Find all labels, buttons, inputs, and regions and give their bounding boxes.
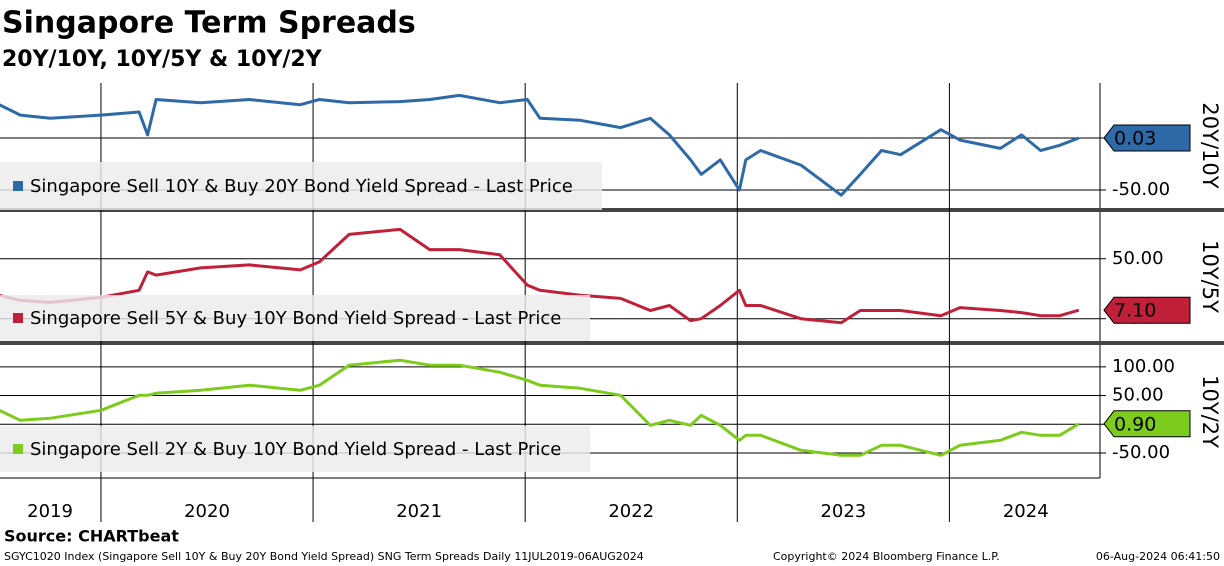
panel-separator xyxy=(0,208,1224,212)
legend-swatch xyxy=(13,313,23,323)
source: Source: CHARTbeat xyxy=(4,527,179,546)
legend-box xyxy=(0,295,590,341)
footer-index: SGYC1020 Index (Singapore Sell 10Y & Buy… xyxy=(4,550,644,563)
chart-title: Singapore Term Spreads xyxy=(2,6,416,41)
series-line xyxy=(0,358,1080,457)
x-tick-label: 2020 xyxy=(184,501,230,522)
legend-label: Singapore Sell 2Y & Buy 10Y Bond Yield S… xyxy=(30,439,561,460)
x-tick-label: 2023 xyxy=(820,501,866,522)
y-axis-title: 20Y/10Y xyxy=(1198,102,1222,188)
y-tick-label: 50.00 xyxy=(1112,385,1164,406)
legend-box xyxy=(0,162,602,210)
last-price-marker xyxy=(1103,296,1191,324)
last-price-label: 7.10 xyxy=(1114,300,1156,322)
y-axis-title: 10Y/2Y xyxy=(1198,375,1222,448)
y-tick-label: 50.00 xyxy=(1112,248,1164,269)
panel-separator xyxy=(0,341,1224,345)
legend-box xyxy=(0,426,590,472)
last-price-marker xyxy=(1103,410,1191,438)
footer-timestamp: 06-Aug-2024 06:41:50 xyxy=(1096,550,1220,563)
y-tick-label: 100.00 xyxy=(1112,356,1175,377)
x-tick-label: 2019 xyxy=(27,501,73,522)
x-tick-label: 2022 xyxy=(608,501,654,522)
chart-subtitle: 20Y/10Y, 10Y/5Y & 10Y/2Y xyxy=(2,47,323,72)
legend-label: Singapore Sell 5Y & Buy 10Y Bond Yield S… xyxy=(30,308,561,329)
series-line xyxy=(0,93,1080,197)
last-price-label: 0.90 xyxy=(1114,413,1156,435)
legend-swatch xyxy=(13,444,23,454)
y-tick-label: -50.00 xyxy=(1112,442,1170,463)
footer-copyright: Copyright© 2024 Bloomberg Finance L.P. xyxy=(773,550,1000,563)
y-tick-label: -50.00 xyxy=(1112,179,1170,200)
y-axis-title: 10Y/5Y xyxy=(1198,240,1222,313)
last-price-marker xyxy=(1103,124,1191,152)
series-line xyxy=(0,227,1080,325)
legend-swatch xyxy=(13,181,23,191)
last-price-label: 0.03 xyxy=(1114,127,1156,149)
legend-label: Singapore Sell 10Y & Buy 20Y Bond Yield … xyxy=(30,176,573,197)
x-tick-label: 2024 xyxy=(1003,501,1049,522)
x-tick-label: 2021 xyxy=(396,501,442,522)
